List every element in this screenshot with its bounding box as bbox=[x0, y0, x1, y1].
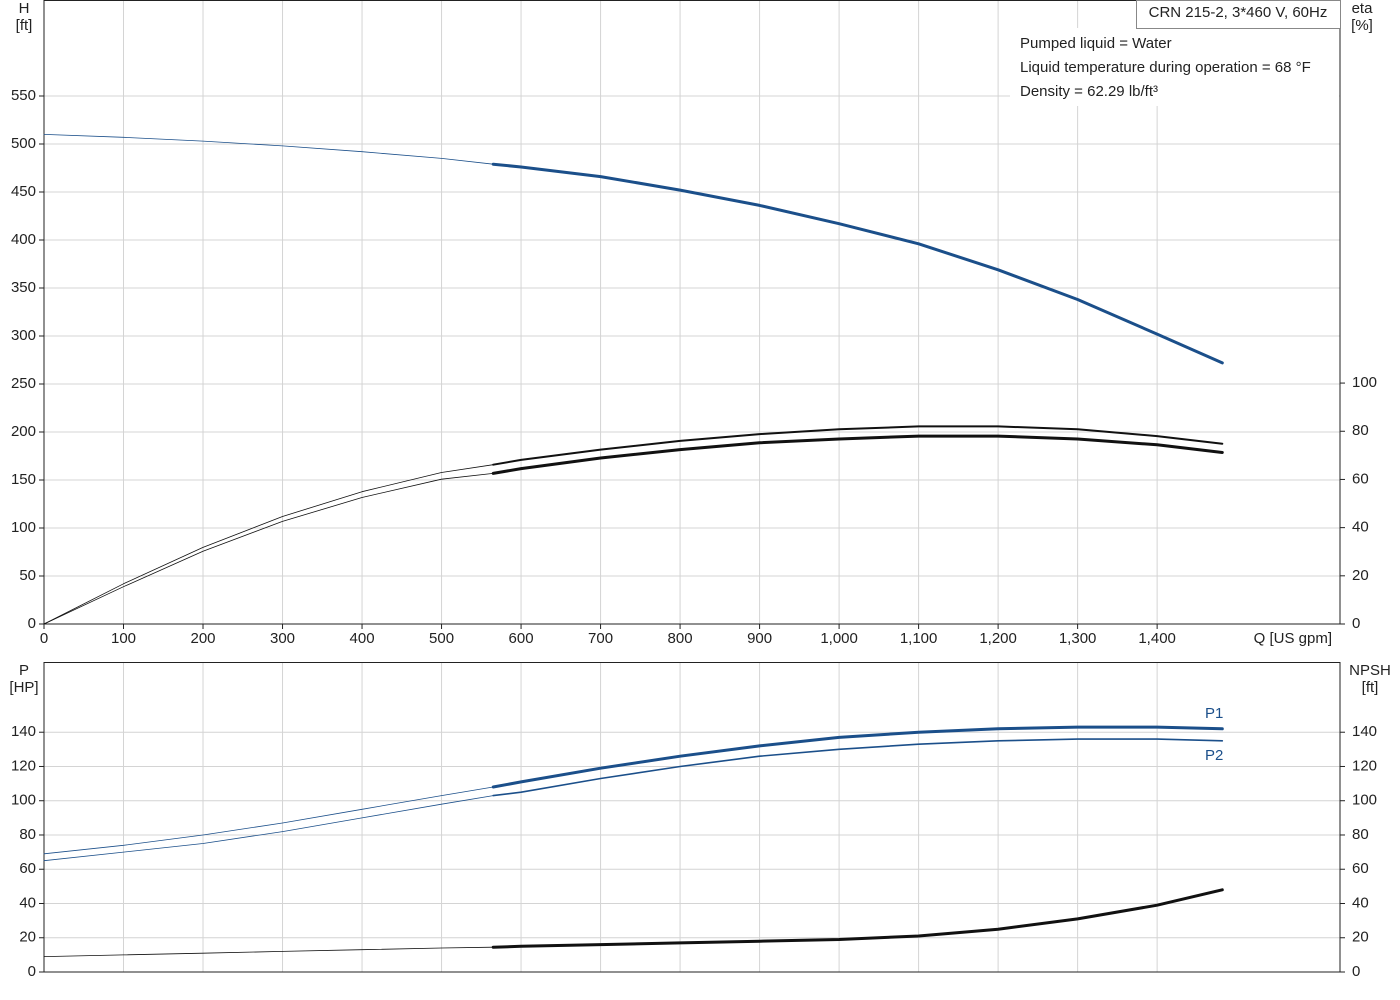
y-tick-label: 500 bbox=[11, 135, 36, 152]
x-tick-label: 100 bbox=[111, 630, 136, 647]
curve bbox=[492, 738, 1224, 797]
x-tick-label: 300 bbox=[270, 630, 295, 647]
y-tick-label: 140 bbox=[11, 723, 36, 740]
x-tick-label: 600 bbox=[509, 630, 534, 647]
chart-title: CRN 215-2, 3*460 V, 60Hz bbox=[1149, 4, 1328, 21]
x-tick-label: 800 bbox=[668, 630, 693, 647]
y-tick-label: 300 bbox=[11, 327, 36, 344]
y-tick-label: 100 bbox=[11, 792, 36, 809]
y-tick-label: 200 bbox=[11, 423, 36, 440]
curve bbox=[43, 795, 494, 862]
y2-axis-unit: [%] bbox=[1351, 17, 1373, 34]
x-tick-label: 1,300 bbox=[1059, 630, 1097, 647]
x-tick-label: 700 bbox=[588, 630, 613, 647]
y2-tick-label: 60 bbox=[1352, 860, 1369, 877]
y-tick-label: 450 bbox=[11, 183, 36, 200]
y2-tick-label: 0 bbox=[1352, 615, 1360, 632]
x-tick-label: 1,100 bbox=[900, 630, 938, 647]
y-tick-label: 400 bbox=[11, 231, 36, 248]
y-tick-label: 60 bbox=[19, 860, 36, 877]
curve bbox=[492, 425, 1224, 466]
curve-label: P2 bbox=[1205, 747, 1223, 764]
y-tick-label: 0 bbox=[28, 963, 36, 980]
y-tick-label: 150 bbox=[11, 471, 36, 488]
curve bbox=[43, 786, 494, 855]
y2-tick-label: 40 bbox=[1352, 894, 1369, 911]
y-tick-label: 20 bbox=[19, 929, 36, 946]
x-tick-label: 0 bbox=[40, 630, 48, 647]
y2-tick-label: 60 bbox=[1352, 470, 1369, 487]
y-tick-label: 80 bbox=[19, 826, 36, 843]
x-tick-label: 900 bbox=[747, 630, 772, 647]
y-tick-label: 120 bbox=[11, 757, 36, 774]
curve bbox=[491, 725, 1224, 789]
curve bbox=[43, 946, 494, 957]
y2-tick-label: 100 bbox=[1352, 792, 1377, 809]
info-line: Pumped liquid = Water bbox=[1020, 35, 1172, 52]
title-box bbox=[1136, 0, 1341, 29]
x-tick-label: 500 bbox=[429, 630, 454, 647]
x-tick-label: 400 bbox=[350, 630, 375, 647]
y2-tick-label: 40 bbox=[1352, 519, 1369, 536]
curve bbox=[491, 888, 1224, 949]
y2-axis-unit: [ft] bbox=[1362, 679, 1379, 696]
y-tick-label: 250 bbox=[11, 375, 36, 392]
plot-frame bbox=[43, 0, 1341, 625]
y-tick-label: 550 bbox=[11, 87, 36, 104]
y-axis-label: P bbox=[19, 662, 29, 679]
y2-tick-label: 100 bbox=[1352, 374, 1377, 391]
y2-tick-label: 80 bbox=[1352, 422, 1369, 439]
curve bbox=[43, 473, 494, 625]
curve-label: P1 bbox=[1205, 705, 1223, 722]
x-tick-label: 1,200 bbox=[979, 630, 1017, 647]
info-line: Density = 62.29 lb/ft³ bbox=[1020, 83, 1158, 100]
y-tick-label: 0 bbox=[28, 615, 36, 632]
y2-tick-label: 0 bbox=[1352, 963, 1360, 980]
y2-tick-label: 120 bbox=[1352, 757, 1377, 774]
y2-tick-label: 20 bbox=[1352, 929, 1369, 946]
x-tick-label: 1,000 bbox=[820, 630, 858, 647]
y2-tick-label: 20 bbox=[1352, 567, 1369, 584]
y-tick-label: 350 bbox=[11, 279, 36, 296]
info-line: Liquid temperature during operation = 68… bbox=[1020, 59, 1311, 76]
y-tick-label: 40 bbox=[19, 894, 36, 911]
curve bbox=[491, 434, 1224, 475]
y-axis-unit: [ft] bbox=[16, 17, 33, 34]
y-tick-label: 50 bbox=[19, 567, 36, 584]
x-tick-label: 200 bbox=[191, 630, 216, 647]
y-axis-unit: [HP] bbox=[9, 679, 38, 696]
curve bbox=[491, 162, 1224, 365]
y-axis-label: H bbox=[19, 0, 30, 17]
x-tick-label: 1,400 bbox=[1138, 630, 1176, 647]
y2-axis-label: eta bbox=[1352, 0, 1374, 17]
x-axis-label: Q [US gpm] bbox=[1254, 630, 1332, 647]
curve bbox=[43, 134, 494, 165]
y-tick-label: 100 bbox=[11, 519, 36, 536]
info-box bbox=[1010, 28, 1339, 106]
y2-tick-label: 140 bbox=[1352, 723, 1377, 740]
curve bbox=[43, 464, 494, 625]
plot-frame bbox=[43, 662, 1341, 973]
y2-tick-label: 80 bbox=[1352, 826, 1369, 843]
y2-axis-label: NPSH bbox=[1349, 662, 1391, 679]
